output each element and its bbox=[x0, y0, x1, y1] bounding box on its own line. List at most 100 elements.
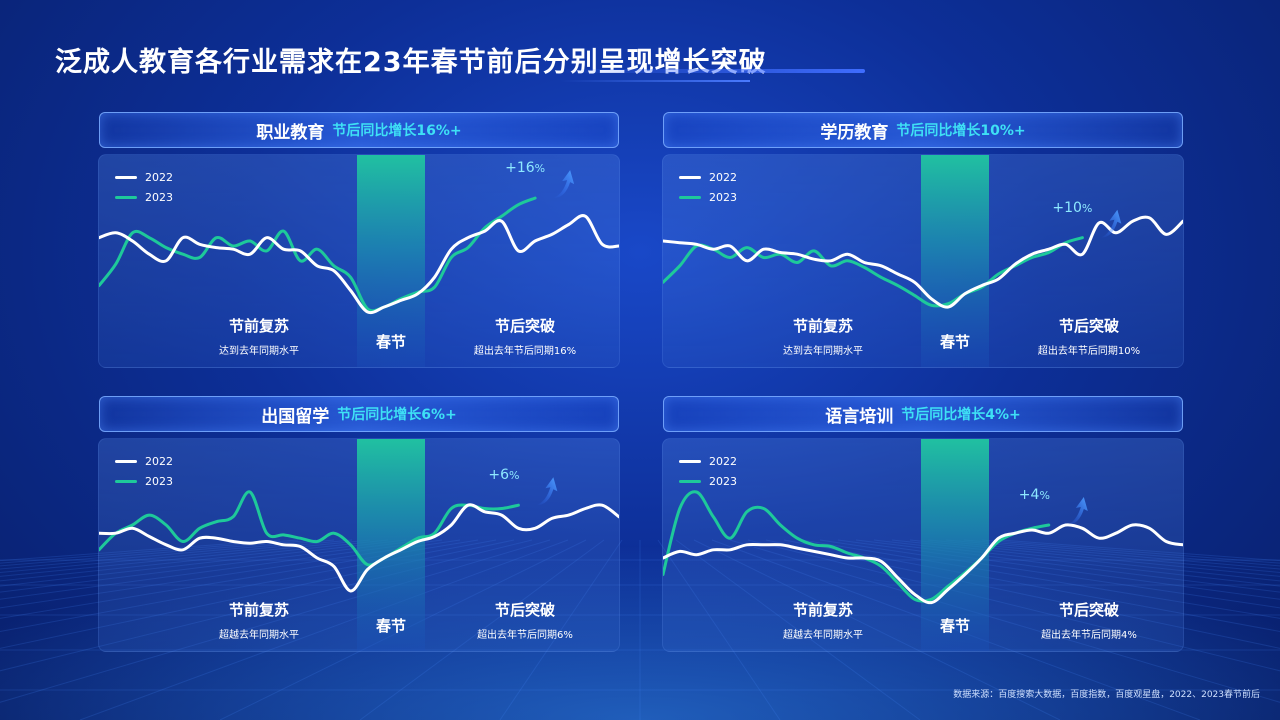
chart-panel: +4% 2022 2023 春节 节前复苏 超越去年同期水平 节后突破超出去年节后同期4% bbox=[662, 438, 1184, 652]
before-festival-annotation: 节前复苏 达到去年同期水平 bbox=[159, 315, 359, 357]
legend-item-2022: 2022 bbox=[679, 451, 737, 471]
after-subtitle: 超出去年节后同期10% bbox=[1037, 346, 1141, 357]
before-title: 节前复苏 bbox=[792, 601, 853, 619]
grid-line bbox=[693, 539, 1061, 720]
growth-arrow-icon bbox=[1066, 497, 1088, 525]
festival-label: 春节 bbox=[375, 617, 406, 635]
after-subtitle: 超出去年节后同期16% bbox=[473, 346, 577, 357]
growth-tag-value: +16 bbox=[505, 160, 535, 177]
growth-arrow-icon bbox=[1100, 209, 1122, 238]
after-festival-annotation: 节后突破超出去年节后同期10% bbox=[999, 315, 1179, 357]
series-line-2023 bbox=[663, 236, 1084, 308]
grid-line bbox=[79, 539, 569, 720]
grid-line bbox=[0, 539, 497, 632]
festival-label: 春节 bbox=[939, 333, 970, 351]
grid-line bbox=[873, 539, 1280, 587]
grid-line bbox=[837, 539, 1280, 600]
line-chart bbox=[99, 439, 619, 651]
growth-arrow-icon bbox=[553, 170, 575, 199]
before-title: 节前复苏 bbox=[228, 317, 289, 335]
grid-line bbox=[729, 539, 1280, 703]
panel-title: 学历教育 bbox=[820, 122, 889, 143]
chart-legend: 2022 2023 bbox=[679, 167, 737, 207]
grid-line bbox=[675, 539, 921, 720]
grid-line bbox=[499, 539, 623, 720]
panel-growth-text: 节后同比增长16%+ bbox=[332, 123, 462, 139]
series-line-2022 bbox=[663, 523, 1183, 605]
growth-tag-unit: % bbox=[508, 469, 520, 483]
legend-label: 2023 bbox=[145, 190, 173, 204]
growth-tag: +16% bbox=[505, 160, 545, 176]
after-subtitle: 超出去年节后同期4% bbox=[1041, 630, 1137, 641]
before-title: 节前复苏 bbox=[792, 317, 853, 335]
growth-tag: +10% bbox=[1052, 200, 1092, 216]
panel-growth-text: 节后同比增长6%+ bbox=[337, 407, 457, 423]
grid-line bbox=[855, 539, 1280, 593]
chart-panel: +6% 2022 2023 春节 节前复苏 超越去年同期水平 节后突破 超出去年节后同期6% bbox=[98, 438, 620, 652]
before-festival-annotation: 节前复苏 超越去年同期水平 bbox=[723, 599, 923, 641]
series-line-2023 bbox=[99, 490, 520, 567]
festival-label: 春节 bbox=[939, 617, 970, 635]
legend-item-2023: 2023 bbox=[115, 187, 173, 207]
chart-legend: 2022 2023 bbox=[679, 451, 737, 491]
grid-line bbox=[747, 539, 1280, 672]
legend-swatch bbox=[115, 175, 137, 179]
grid-line bbox=[359, 539, 605, 720]
line-chart bbox=[663, 155, 1183, 367]
panel-header: 语言培训 节后同比增长4%+ bbox=[663, 396, 1183, 432]
festival-highlight-band bbox=[357, 439, 425, 651]
grid-line bbox=[0, 539, 389, 582]
growth-tag-unit: % bbox=[1081, 201, 1093, 215]
grid-line bbox=[657, 539, 781, 720]
panel-header: 学历教育 节后同比增长10%+ bbox=[663, 112, 1183, 148]
panel-growth-text: 节后同比增长10%+ bbox=[896, 123, 1026, 139]
legend-item-2022: 2022 bbox=[115, 451, 173, 471]
after-title: 节后突破 bbox=[1058, 601, 1119, 619]
festival-highlight-band bbox=[921, 155, 989, 367]
growth-tag-unit: % bbox=[534, 162, 546, 176]
growth-tag: +6% bbox=[488, 467, 519, 483]
after-title: 节后突破 bbox=[494, 601, 555, 619]
festival-highlight-band bbox=[921, 439, 989, 651]
panel-growth-text: 节后同比增长4%+ bbox=[901, 407, 1021, 423]
line-chart bbox=[99, 155, 619, 367]
after-festival-annotation: 节后突破超出去年节后同期4% bbox=[999, 599, 1179, 641]
growth-tag-value: +4 bbox=[1018, 487, 1040, 503]
legend-item-2022: 2022 bbox=[679, 167, 737, 187]
data-source-footer: 数据来源：百度搜索大数据，百度指数，百度观星盘，2022、2023春节前后 bbox=[953, 690, 1260, 700]
chart-panel: +10% 2022 2023 春节 节前复苏 达到去年同期水平 节后突破 超出去年节后同期10… bbox=[662, 154, 1184, 368]
legend-label: 2022 bbox=[709, 170, 737, 184]
chart-panel: +16% 2022 2023 春节 节前复苏 达到去年同期水平 节后突破 超出去年节后同期16… bbox=[98, 154, 620, 368]
legend-swatch bbox=[115, 459, 137, 463]
festival-label: 春节 bbox=[375, 333, 406, 351]
legend-label: 2023 bbox=[709, 474, 737, 488]
grid-line bbox=[0, 539, 425, 593]
panel-header: 出国留学 节后同比增长6%+ bbox=[99, 396, 619, 432]
panel-title: 语言培训 bbox=[825, 406, 894, 427]
grid-line bbox=[765, 539, 1280, 649]
legend-label: 2022 bbox=[145, 454, 173, 468]
festival-highlight-band bbox=[357, 155, 425, 367]
series-line-2023 bbox=[99, 196, 537, 313]
legend-item-2023: 2023 bbox=[115, 471, 173, 491]
grid-line bbox=[0, 539, 461, 609]
grid-line bbox=[891, 539, 1280, 582]
page-title: 泛成人教育各行业需求在23年春节前后分别呈现增长突破 bbox=[55, 47, 767, 78]
series-line-2022 bbox=[663, 215, 1183, 309]
panel-header: 职业教育 节后同比增长16%+ bbox=[99, 112, 619, 148]
grid-line bbox=[909, 539, 1280, 577]
after-title: 节后突破 bbox=[1058, 317, 1119, 335]
growth-tag: +4% bbox=[1019, 487, 1050, 503]
growth-tag-unit: % bbox=[1039, 489, 1050, 502]
title-underline bbox=[560, 69, 865, 73]
legend-swatch bbox=[679, 459, 701, 463]
legend-label: 2023 bbox=[709, 190, 737, 204]
legend-item-2022: 2022 bbox=[115, 167, 173, 187]
line-chart bbox=[663, 439, 1183, 651]
series-line-2022 bbox=[99, 214, 619, 315]
before-festival-annotation: 节前复苏 超越去年同期水平 bbox=[159, 599, 359, 641]
legend-item-2023: 2023 bbox=[679, 187, 737, 207]
growth-tag-value: +6 bbox=[488, 467, 509, 484]
grid-line bbox=[0, 539, 551, 703]
legend-item-2023: 2023 bbox=[679, 471, 737, 491]
